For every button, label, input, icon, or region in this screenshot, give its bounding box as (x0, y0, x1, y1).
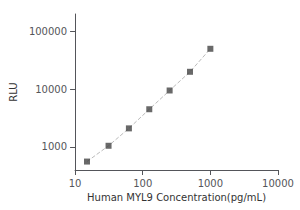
svg-text:1000: 1000 (42, 141, 67, 152)
svg-text:10: 10 (69, 178, 82, 189)
svg-text:Human MYL9 Concentration(pg/mL: Human MYL9 Concentration(pg/mL) (87, 192, 266, 203)
svg-text:10000: 10000 (262, 178, 294, 189)
svg-text:100: 100 (133, 178, 152, 189)
svg-text:100000: 100000 (29, 26, 67, 37)
svg-text:1000: 1000 (198, 178, 223, 189)
svg-text:10000: 10000 (35, 84, 67, 95)
svg-text:RLU: RLU (8, 82, 19, 101)
